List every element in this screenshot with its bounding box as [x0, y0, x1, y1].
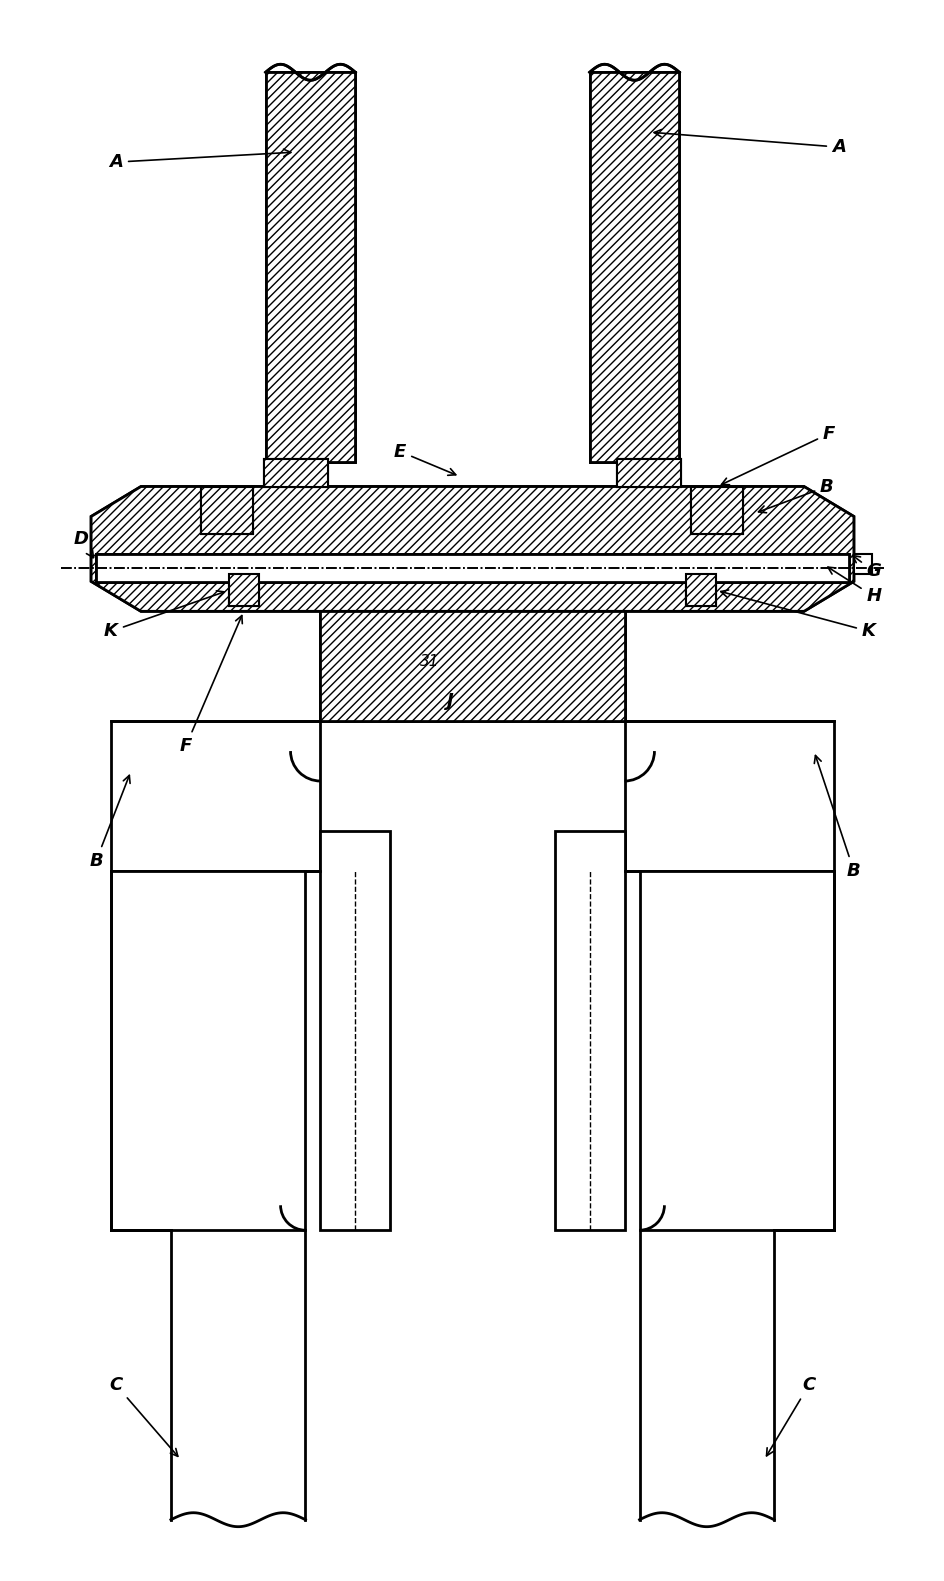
Text: G: G [851, 555, 880, 580]
Text: C: C [110, 1375, 177, 1456]
Bar [263, 458, 329, 487]
Text: A: A [653, 130, 845, 157]
Text: K: K [720, 590, 875, 640]
Bar [320, 612, 624, 721]
Text: J: J [447, 692, 453, 710]
Bar [228, 574, 259, 607]
Text: B: B [814, 756, 860, 881]
Text: F: F [720, 425, 834, 485]
Bar [96, 553, 848, 582]
Text: K: K [104, 591, 224, 640]
Bar [320, 612, 624, 721]
Bar [615, 458, 681, 487]
Bar [96, 553, 848, 582]
Bar [639, 871, 833, 1230]
Text: B: B [89, 775, 130, 870]
Bar [685, 574, 716, 607]
Bar [691, 487, 742, 534]
Bar [853, 553, 871, 574]
Bar [200, 487, 252, 534]
Bar [265, 73, 355, 462]
Bar [228, 574, 259, 607]
Bar [554, 832, 624, 1230]
Polygon shape [91, 487, 853, 612]
Bar [111, 871, 305, 1230]
Bar [691, 487, 742, 534]
Text: E: E [394, 443, 455, 476]
Bar [589, 73, 679, 462]
Text: 31: 31 [420, 655, 439, 669]
Text: B: B [758, 477, 833, 512]
Bar [265, 73, 355, 462]
Text: A: A [109, 149, 291, 171]
Text: C: C [766, 1375, 815, 1456]
Bar [589, 73, 679, 462]
Bar [320, 832, 390, 1230]
Text: H: H [827, 568, 881, 606]
Text: D: D [74, 531, 93, 558]
Text: F: F [179, 615, 242, 756]
Bar [685, 574, 716, 607]
Bar [263, 458, 329, 487]
Bar [615, 458, 681, 487]
Bar [111, 721, 320, 871]
Bar [200, 487, 252, 534]
Bar [624, 721, 833, 871]
Polygon shape [91, 487, 853, 612]
